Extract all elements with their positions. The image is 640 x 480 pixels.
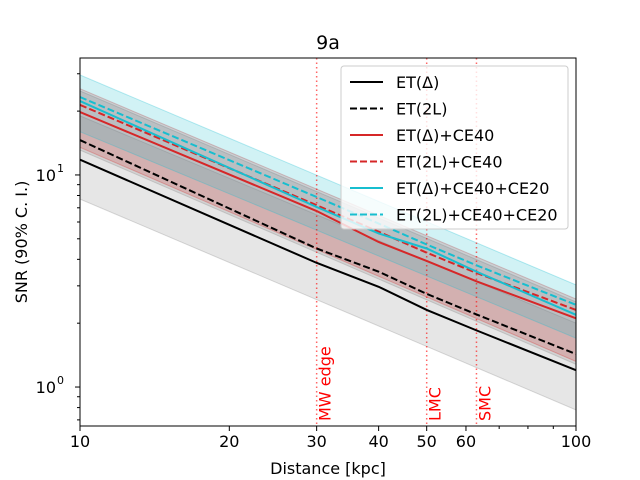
x-tick-label-2: 30: [306, 432, 326, 451]
vline-label-2: SMC: [475, 386, 494, 421]
axes-frame: [79, 57, 577, 427]
y-tick-label-base-1: 10: [36, 166, 56, 185]
legend-label-1: ET(2L): [396, 100, 447, 119]
x-tick-label-1: 20: [219, 432, 239, 451]
y-tick-label-exp-0: 0: [57, 374, 64, 387]
series-line-4: [80, 100, 576, 316]
y-axis-label: SNR (90% C. I.): [12, 181, 31, 304]
series-line-1: [80, 139, 576, 356]
x-tick-label-4: 50: [417, 432, 437, 451]
vline-label-1: LMC: [426, 387, 445, 421]
y-tick-label-exp-1: 1: [57, 162, 64, 175]
y-tick-label-base-0: 10: [36, 378, 56, 397]
chart-title: 9a: [316, 32, 340, 54]
x-axis-label: Distance [kpc]: [270, 459, 386, 478]
legend-label-2: ET(Δ)+CE40: [396, 126, 494, 145]
legend-label-3: ET(2L)+CE40: [396, 153, 503, 172]
series-line-0: [80, 158, 576, 372]
vline-label-0: MW edge: [316, 346, 335, 421]
series-line-2: [80, 111, 576, 320]
legend-label-4: ET(Δ)+CE40+CE20: [396, 179, 549, 198]
x-tick-label-0: 10: [70, 432, 90, 451]
legend-box: [340, 65, 569, 230]
legend-label-0: ET(Δ): [396, 73, 439, 92]
x-tick-label-3: 40: [368, 432, 388, 451]
ci-band-1: [80, 90, 576, 365]
series-line-5: [80, 96, 576, 306]
legend-label-5: ET(2L)+CE40+CE20: [396, 206, 558, 225]
x-tick-label-5: 60: [456, 432, 476, 451]
x-tick-label-6: 100: [561, 432, 592, 451]
